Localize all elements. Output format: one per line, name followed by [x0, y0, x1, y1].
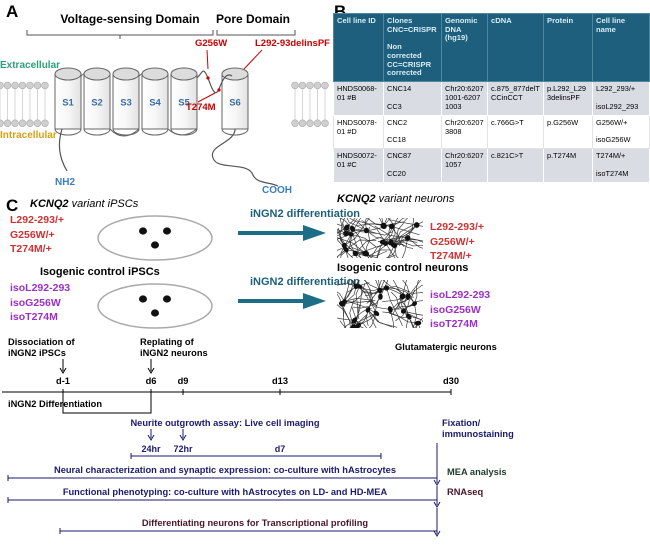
svg-text:24hr: 24hr [141, 444, 161, 454]
svg-text:Pore Domain: Pore Domain [216, 12, 290, 26]
svg-text:RNAseq: RNAseq [447, 487, 483, 497]
svg-text:Functional phenotyping: co-cul: Functional phenotyping: co-culture with … [63, 487, 388, 497]
svg-text:Differentiating neurons for Tr: Differentiating neurons for Transcriptio… [142, 518, 369, 528]
svg-text:Extracellular: Extracellular [0, 60, 60, 71]
svg-text:S3: S3 [120, 98, 132, 109]
svg-text:d9: d9 [178, 376, 189, 386]
svg-text:d-1: d-1 [56, 376, 70, 386]
svg-text:Dissociation of: Dissociation of [8, 337, 76, 347]
svg-text:S2: S2 [91, 98, 103, 109]
svg-text:immunostaining: immunostaining [442, 429, 514, 439]
svg-text:Glutamatergic neurons: Glutamatergic neurons [395, 342, 497, 352]
svg-text:L292-93delinsPF: L292-93delinsPF [255, 38, 330, 49]
svg-text:Intracellular: Intracellular [0, 130, 57, 141]
svg-text:Voltage-sensing Domain: Voltage-sensing Domain [60, 12, 199, 26]
svg-text:d6: d6 [146, 376, 157, 386]
svg-text:T274M: T274M [186, 102, 216, 113]
svg-text:COOH: COOH [262, 185, 292, 196]
svg-text:d7: d7 [275, 444, 286, 454]
svg-text:S4: S4 [149, 98, 161, 109]
svg-text:NH2: NH2 [55, 177, 75, 188]
svg-text:iNGN2 iPSCs: iNGN2 iPSCs [8, 348, 66, 358]
svg-text:G256W: G256W [195, 38, 227, 49]
svg-text:Neurite outgrowth assay: Live: Neurite outgrowth assay: Live cell imagi… [130, 418, 319, 428]
svg-text:MEA analysis: MEA analysis [447, 467, 507, 477]
svg-text:72hr: 72hr [173, 444, 193, 454]
svg-text:S6: S6 [229, 98, 241, 109]
svg-text:Replating of: Replating of [140, 337, 195, 347]
svg-text:iNGN2 neurons: iNGN2 neurons [140, 348, 208, 358]
svg-text:d30: d30 [443, 376, 459, 386]
svg-text:S1: S1 [62, 98, 74, 109]
svg-text:iNGN2 Differentiation: iNGN2 Differentiation [8, 399, 102, 409]
svg-text:Neural characterization and sy: Neural characterization and synaptic exp… [54, 465, 396, 475]
svg-text:d13: d13 [272, 376, 288, 386]
svg-text:Fixation/: Fixation/ [442, 418, 481, 428]
